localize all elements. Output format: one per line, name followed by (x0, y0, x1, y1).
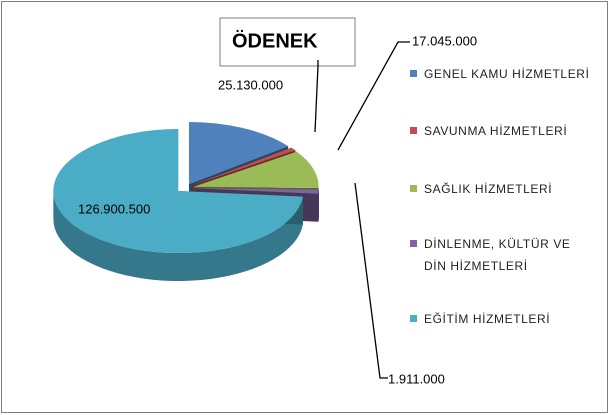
data-label: 1.911.000 (388, 371, 445, 386)
chart-title: ÖDENEK (232, 29, 318, 52)
legend-swatch (410, 127, 417, 134)
legend-swatch (410, 185, 417, 192)
legend-label: SAVUNMA HİZMETLERİ (424, 124, 568, 138)
legend-swatch (410, 315, 417, 322)
legend-swatch (410, 240, 417, 247)
legend-label: SAĞLIK HİZMETLERİ (424, 182, 553, 196)
slice-top (53, 129, 303, 254)
legend-label: EĞİTİM HİZMETLERİ (424, 312, 551, 326)
slice-top (193, 151, 319, 188)
legend-label: DİNLENME, KÜLTÜR VE DİN HİZMETLERİ (424, 237, 571, 273)
data-label: 17.045.000 (412, 33, 477, 48)
data-label: 25.130.000 (218, 77, 283, 92)
leader-line (354, 182, 388, 379)
legend-swatch (410, 70, 417, 77)
slice-side (53, 191, 303, 282)
leader-line (337, 41, 410, 151)
slice-top (192, 147, 296, 186)
title-box (219, 17, 356, 67)
slice-top (193, 188, 319, 194)
slice-top (188, 121, 289, 184)
data-label: 126.900.500 (78, 201, 150, 216)
leader-line (314, 60, 319, 133)
legend-label: GENEL KAMU HİZMETLERİ (424, 67, 590, 81)
